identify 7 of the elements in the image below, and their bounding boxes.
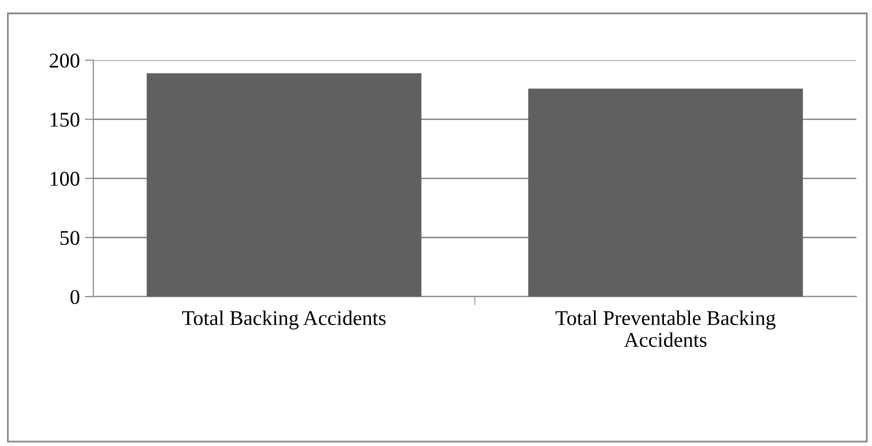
y-tick-label: 100 bbox=[50, 172, 80, 186]
x-tick-label: Total Backing Accidents bbox=[182, 310, 386, 330]
y-tick-label: 50 bbox=[60, 230, 80, 245]
y-tick-label: 150 bbox=[50, 112, 80, 127]
y-tick-label: 200 bbox=[50, 54, 80, 68]
y-tick-label: 0 bbox=[70, 290, 80, 304]
x-tick-label: Total Preventable Backing Accidents bbox=[556, 310, 776, 347]
